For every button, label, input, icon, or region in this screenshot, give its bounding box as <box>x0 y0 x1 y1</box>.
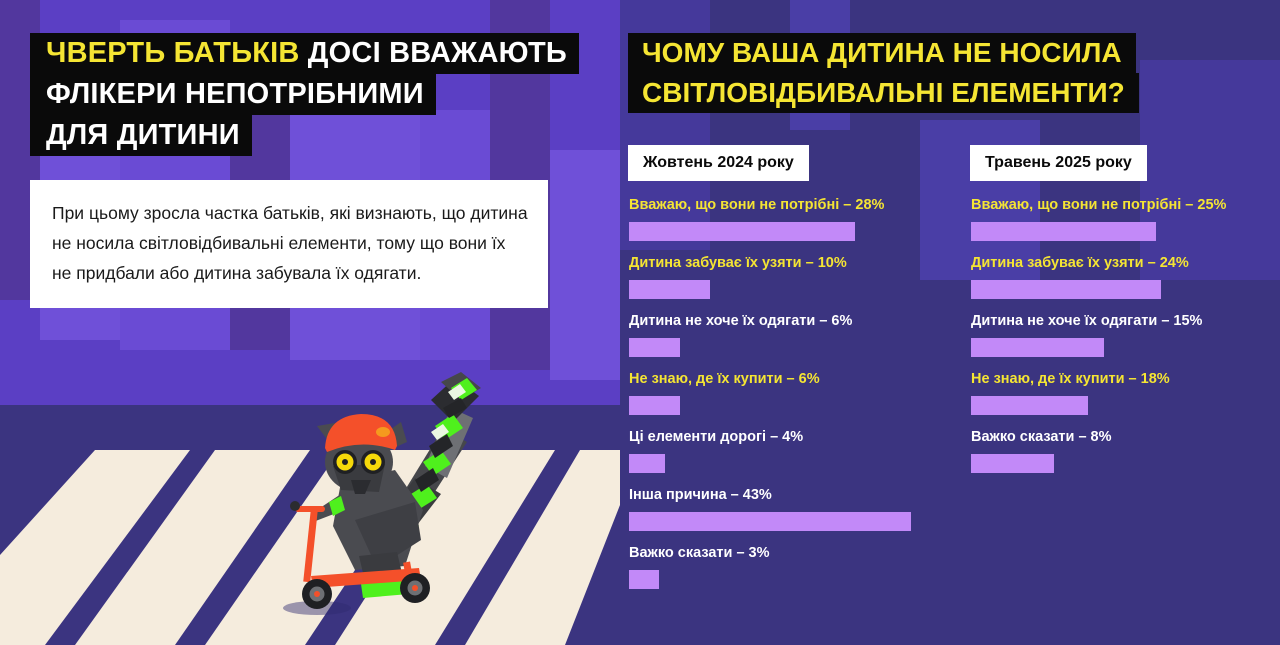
bg-panel-shape <box>1140 60 1280 280</box>
building-silhouette <box>550 150 620 380</box>
chart-item: Не знаю, де їх купити – 6% <box>629 370 949 415</box>
chart-bar <box>629 570 659 589</box>
chart-bar <box>971 338 1104 357</box>
chart-item: Важко сказати – 8% <box>971 428 1280 473</box>
chart-item-label: Вважаю, що вони не потрібні – 25% <box>971 197 1227 213</box>
chart-item: Вважаю, що вони не потрібні – 25% <box>971 196 1280 241</box>
headline-line-1-rest: ДОСІ ВВАЖАЮТЬ <box>299 37 567 69</box>
chart-item: Дитина забуває їх узяти – 24% <box>971 254 1280 299</box>
chart-item-label: Не знаю, де їх купити – 18% <box>971 371 1170 387</box>
headline-highlight: ЧВЕРТЬ БАТЬКІВ <box>46 37 300 69</box>
chart-item: Дитина забуває їх узяти – 10% <box>629 254 949 299</box>
chart-bar <box>629 512 911 531</box>
chart-item: Важко сказати – 3% <box>629 544 949 589</box>
chart-item-label: Ці елементи дорогі – 4% <box>629 429 804 445</box>
chart-column-october-2024: Вважаю, що вони не потрібні – 28% Дитина … <box>629 196 949 602</box>
period-label-october-2024: Жовтень 2024 року <box>628 145 809 181</box>
chart-item-label: Інша причина – 43% <box>629 487 772 503</box>
left-headline: ЧВЕРТЬ БАТЬКІВ ДОСІ ВВАЖАЮТЬ ФЛІКЕРИ НЕП… <box>30 33 579 156</box>
chart-item-label: Дитина не хоче їх одягати – 6% <box>629 313 853 329</box>
chart-bar <box>971 454 1054 473</box>
scooter <box>290 501 430 609</box>
chart-item-label: Важко сказати – 8% <box>971 429 1112 445</box>
chart-item-label: Важко сказати – 3% <box>629 545 770 561</box>
chart-item: Дитина не хоче їх одягати – 6% <box>629 312 949 357</box>
chart-item: Вважаю, що вони не потрібні – 28% <box>629 196 949 241</box>
chart-item: Ці елементи дорогі – 4% <box>629 428 949 473</box>
chart-bar <box>629 396 680 415</box>
chart-bar <box>971 396 1088 415</box>
chart-bar <box>629 338 680 357</box>
chart-bar <box>629 280 710 299</box>
chart-item: Дитина не хоче їх одягати – 15% <box>971 312 1280 357</box>
chart-column-may-2025: Вважаю, що вони не потрібні – 25% Дитина … <box>971 196 1280 486</box>
intro-text-box: При цьому зросла частка батьків, які виз… <box>30 180 548 308</box>
chart-bar <box>629 454 665 473</box>
chart-item: Інша причина – 43% <box>629 486 949 531</box>
chart-item-label: Вважаю, що вони не потрібні – 28% <box>629 197 885 213</box>
lemur-on-scooter-illustration <box>255 370 515 630</box>
right-panel-title: ЧОМУ ВАША ДИТИНА НЕ НОСИЛА СВІТЛОВІДБИВА… <box>628 33 1139 113</box>
chart-item: Не знаю, де їх купити – 18% <box>971 370 1280 415</box>
right-title-line-1: ЧОМУ ВАША ДИТИНА НЕ НОСИЛА <box>628 33 1136 73</box>
chart-item-label: Не знаю, де їх купити – 6% <box>629 371 820 387</box>
chart-bar <box>971 280 1161 299</box>
period-label-may-2025: Травень 2025 року <box>970 145 1147 181</box>
chart-bar <box>971 222 1156 241</box>
headline-line-1: ЧВЕРТЬ БАТЬКІВ ДОСІ ВВАЖАЮТЬ <box>30 33 579 74</box>
chart-item-label: Дитина не хоче їх одягати – 15% <box>971 313 1203 329</box>
right-title-line-2: СВІТЛОВІДБИВАЛЬНІ ЕЛЕМЕНТИ? <box>628 73 1139 113</box>
chart-bar <box>629 222 855 241</box>
headline-line-3: ДЛЯ ДИТИНИ <box>30 115 252 156</box>
chart-item-label: Дитина забуває їх узяти – 10% <box>629 255 847 271</box>
headline-line-2: ФЛІКЕРИ НЕПОТРІБНИМИ <box>30 74 436 115</box>
chart-item-label: Дитина забуває їх узяти – 24% <box>971 255 1189 271</box>
